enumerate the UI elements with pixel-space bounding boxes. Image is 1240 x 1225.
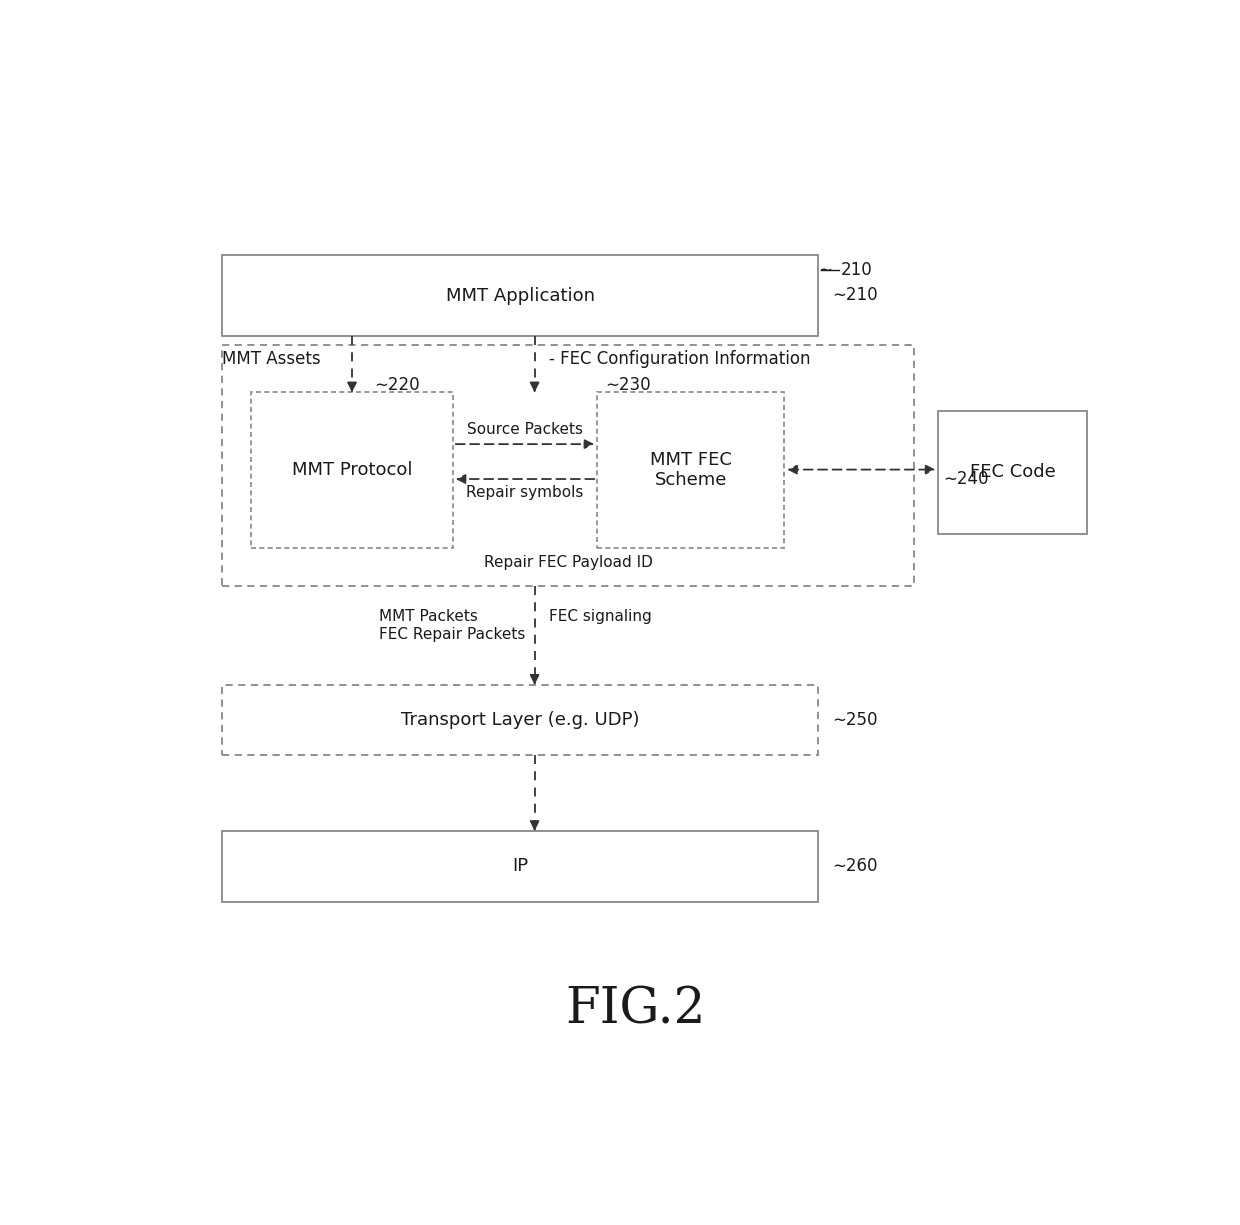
- Text: - FEC Configuration Information: - FEC Configuration Information: [549, 350, 811, 369]
- Text: FIG.2: FIG.2: [565, 985, 706, 1035]
- Text: 210: 210: [841, 261, 873, 278]
- Text: MMT Application: MMT Application: [445, 287, 595, 305]
- Text: FEC signaling: FEC signaling: [549, 609, 652, 625]
- Text: ∼240: ∼240: [942, 470, 988, 488]
- Text: Transport Layer (e.g. UDP): Transport Layer (e.g. UDP): [401, 710, 640, 729]
- Text: FEC Code: FEC Code: [970, 463, 1055, 481]
- Text: ∼210: ∼210: [832, 287, 878, 304]
- FancyBboxPatch shape: [222, 256, 818, 336]
- Text: Repair FEC Payload ID: Repair FEC Payload ID: [484, 555, 652, 570]
- Text: ∼260: ∼260: [832, 856, 878, 875]
- Text: MMT FEC
Scheme: MMT FEC Scheme: [650, 451, 732, 490]
- FancyBboxPatch shape: [222, 345, 914, 586]
- Text: Source Packets: Source Packets: [467, 421, 583, 436]
- Text: MMT Protocol: MMT Protocol: [291, 461, 412, 479]
- FancyBboxPatch shape: [222, 685, 818, 756]
- Text: Repair symbols: Repair symbols: [466, 485, 584, 500]
- Text: ∼230: ∼230: [605, 376, 650, 393]
- Text: ∼: ∼: [818, 261, 832, 278]
- FancyBboxPatch shape: [250, 392, 453, 548]
- Text: MMT Assets: MMT Assets: [222, 350, 321, 369]
- Text: ∼220: ∼220: [374, 376, 419, 393]
- FancyBboxPatch shape: [596, 392, 785, 548]
- FancyBboxPatch shape: [222, 831, 818, 902]
- Text: ∼250: ∼250: [832, 710, 878, 729]
- FancyBboxPatch shape: [939, 412, 1087, 534]
- Text: IP: IP: [512, 858, 528, 875]
- Text: MMT Packets
FEC Repair Packets: MMT Packets FEC Repair Packets: [378, 609, 525, 642]
